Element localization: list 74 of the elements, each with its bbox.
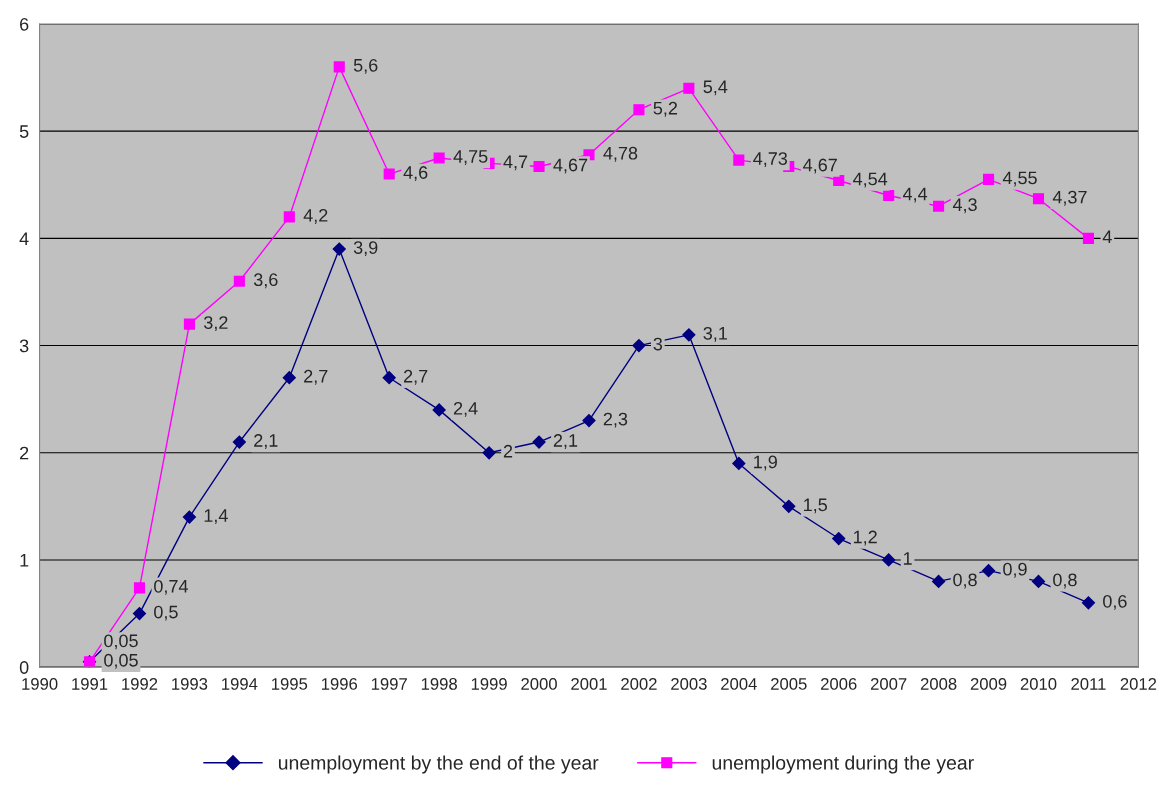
data-label: 0,74	[154, 579, 188, 595]
data-label: 5,6	[353, 58, 378, 74]
data-label: 4,67	[803, 158, 837, 174]
x-tick-label: 1992	[122, 678, 158, 690]
data-label: 4,54	[853, 172, 888, 188]
y-tick-label: 6	[20, 17, 29, 31]
data-label: 4,75	[453, 150, 488, 165]
y-tick-label: 2	[20, 446, 29, 460]
data-label: 4,55	[1002, 171, 1037, 187]
x-tick-label: 1996	[321, 678, 358, 690]
data-label: 2,4	[453, 401, 478, 417]
data-label: 0,5	[154, 605, 178, 621]
data-label: 4,2	[303, 208, 328, 224]
x-tick-label: 2010	[1020, 678, 1057, 690]
data-label: 0,05	[104, 634, 138, 650]
data-label: 2,1	[254, 434, 278, 450]
data-label: 4,78	[603, 146, 638, 162]
data-label: 0,9	[1003, 562, 1027, 578]
data-label: 4,3	[952, 198, 977, 214]
x-tick-label: 2003	[671, 678, 707, 690]
x-tick-label: 1993	[172, 678, 208, 690]
data-label: 1,9	[754, 455, 777, 471]
x-tick-label: 2009	[970, 678, 1007, 690]
data-label: 2,3	[603, 412, 628, 428]
data-label: 4,37	[1052, 190, 1087, 206]
data-label: 3,6	[253, 273, 278, 289]
x-tick-label: 1997	[371, 678, 407, 690]
data-label: 4,6	[403, 166, 428, 182]
data-label: 2	[503, 444, 513, 458]
data-label: 2,7	[404, 369, 428, 385]
x-tick-label: 2008	[920, 678, 957, 690]
x-tick-label: 2005	[771, 678, 807, 690]
data-label: 1,5	[804, 498, 827, 514]
data-label: 0,6	[1103, 594, 1127, 610]
data-label: 2,1	[553, 434, 578, 450]
data-label: 4,7	[503, 155, 528, 171]
data-label: 3,2	[203, 316, 228, 332]
data-label: 3	[653, 337, 663, 351]
data-label: 0,8	[1053, 573, 1077, 589]
y-tick-label: 5	[19, 125, 29, 138]
x-tick-label: 1990	[22, 678, 58, 690]
y-tick-label: 3	[19, 339, 29, 353]
x-tick-label: 1995	[272, 678, 308, 690]
data-label: 4,73	[753, 152, 788, 168]
x-tick-label: 2000	[521, 678, 557, 690]
legend-label: unemployment during the year	[712, 755, 974, 774]
x-tick-label: 2001	[571, 678, 607, 690]
x-tick-label: 1998	[421, 678, 457, 690]
data-label: 4,4	[902, 187, 928, 203]
x-tick-label: 1991	[72, 678, 108, 690]
x-tick-label: 2002	[621, 678, 657, 690]
x-tick-label: 2004	[721, 678, 757, 690]
x-tick-label: 2011	[1071, 678, 1106, 690]
y-tick-label: 1	[20, 554, 29, 567]
data-label: 4,67	[553, 158, 588, 174]
data-label: 1,4	[204, 509, 228, 525]
data-label: 1	[903, 552, 912, 565]
data-label: 3,1	[703, 326, 727, 342]
x-tick-label: 2012	[1120, 678, 1157, 690]
data-label: 3,9	[353, 241, 378, 257]
data-label: 1,2	[853, 530, 877, 546]
legend-label: unemployment by the end of the year	[278, 755, 599, 774]
data-label: 5,4	[703, 80, 728, 96]
data-label: 2,7	[304, 369, 328, 385]
x-tick-label: 1994	[222, 678, 258, 690]
x-tick-label: 2006	[821, 678, 857, 690]
data-label: 0,05	[104, 653, 138, 669]
x-tick-label: 2007	[870, 678, 907, 690]
data-label: 0,8	[953, 573, 977, 589]
x-tick-label: 1999	[471, 678, 507, 690]
y-tick-label: 0	[19, 661, 29, 674]
data-label: 4	[1102, 230, 1112, 244]
data-label: 5,2	[653, 101, 678, 117]
y-tick-label: 4	[19, 232, 29, 245]
